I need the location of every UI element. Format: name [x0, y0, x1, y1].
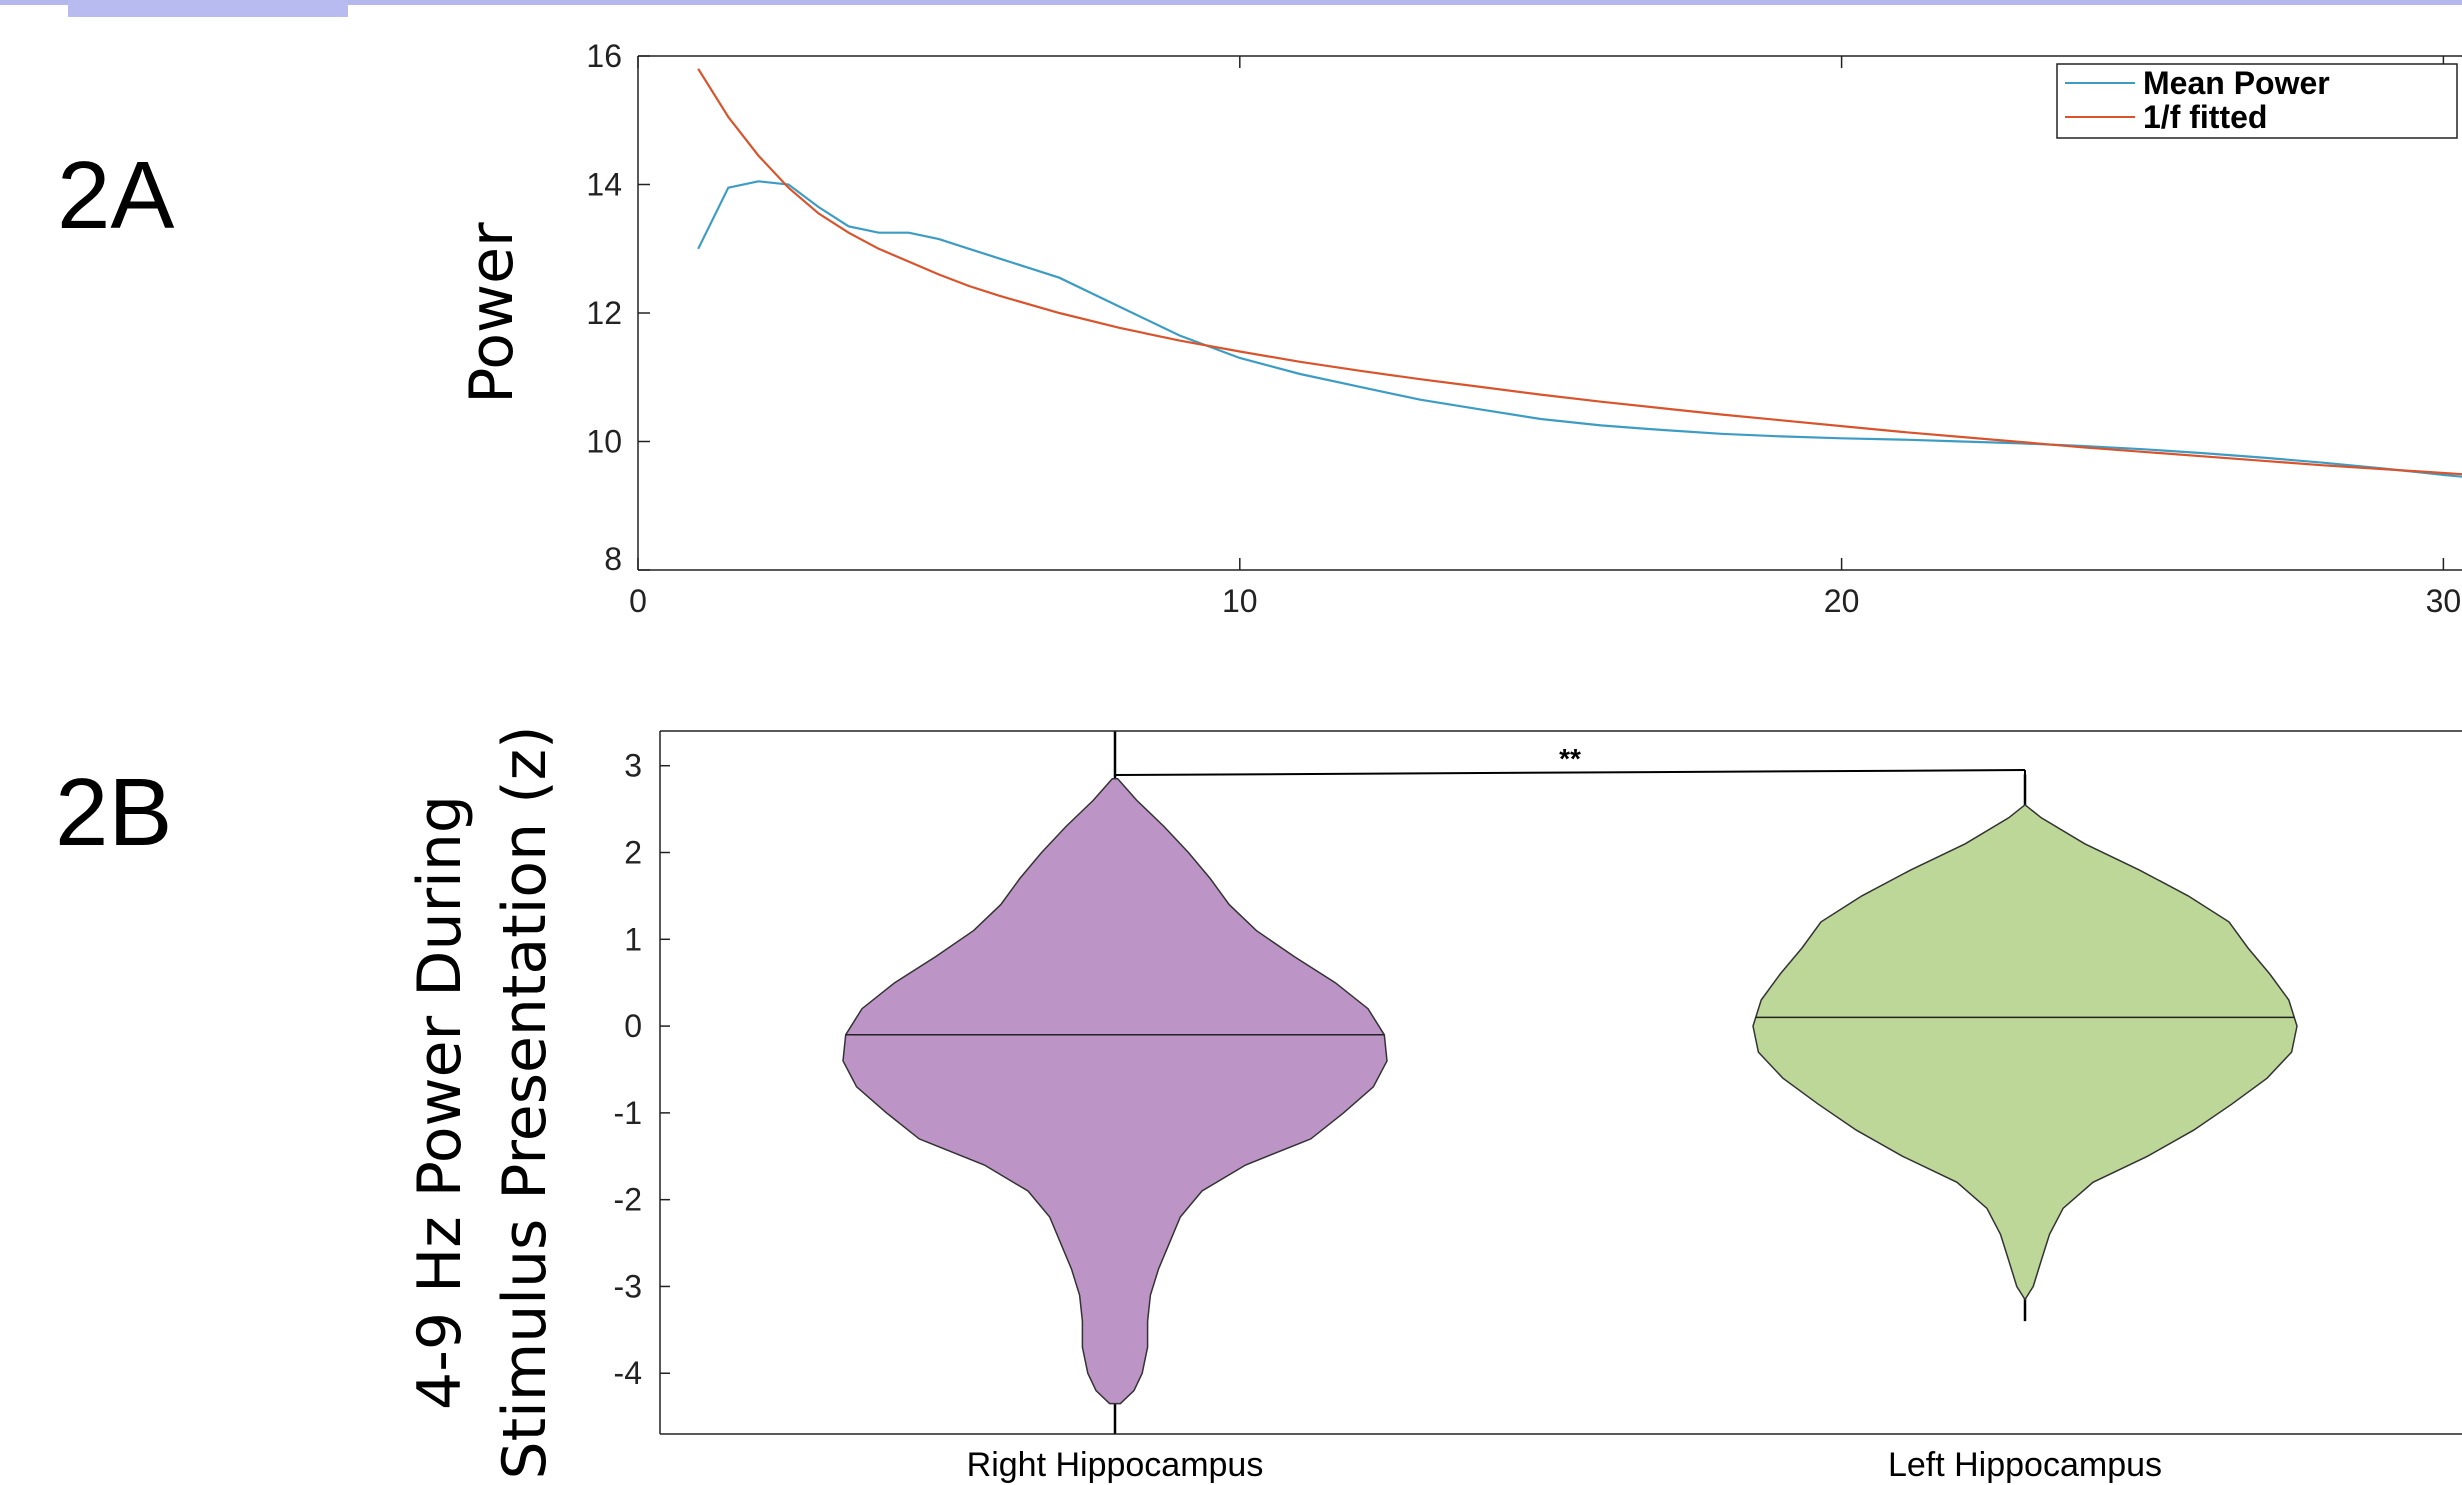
significance-label: ** [1559, 743, 1581, 774]
y-tick-label: 0 [624, 1008, 642, 1044]
top-decor-strip [0, 0, 2462, 5]
x-tick-label: 20 [1824, 583, 1860, 619]
x-tick-label: 30 [2426, 583, 2462, 619]
violin-axes: 3 2 1 0 -1 -2 -3 -4 Right Hippocampus Left Hippoc… [614, 730, 2462, 1484]
x-tick-label: 0 [629, 583, 647, 619]
violin-chart: ** 3 2 1 0 -1 -2 -3 -4 Right Hippocampus Left Hip… [405, 726, 2462, 1484]
violin-axis-label-line-2: Stimulus Presentation (z) [490, 726, 560, 1480]
top-decor-tab [68, 0, 348, 17]
y-tick-label: 16 [586, 38, 622, 74]
violin-marks: ** [842, 731, 2298, 1434]
legend-label: 1/f fitted [2143, 99, 2267, 135]
violin-left-hippocampus [1752, 803, 2298, 1301]
legend-box [2056, 63, 2458, 139]
category-label: Right Hippocampus [967, 1446, 1264, 1484]
x-tick-label: 10 [1222, 583, 1258, 619]
series-line-mean-power [697, 180, 2462, 478]
y-tick-label: 3 [624, 748, 642, 784]
panel-label-2b: 2B [55, 759, 173, 866]
y-tick-label: -2 [614, 1182, 642, 1218]
series-line-fitted [697, 68, 2462, 476]
violin-right-hippocampus [842, 777, 1388, 1405]
violin-axis-label-line-1: 4-9 Hz Power During [405, 795, 475, 1410]
legend-label: Mean Power [2143, 65, 2330, 101]
y-tick-label: 2 [624, 835, 642, 871]
y-tick-label: -3 [614, 1268, 642, 1304]
y-tick-label: 12 [586, 295, 622, 331]
y-tick-label: 1 [624, 921, 642, 957]
power-spectrum-axes: 0 10 20 30 8 10 12 14 16 [586, 38, 2462, 619]
y-tick-label: 8 [604, 541, 622, 577]
y-tick-label: 10 [586, 424, 622, 460]
category-label: Left Hippocampus [1888, 1446, 2162, 1484]
panel-label-2a: 2A [57, 142, 175, 249]
y-tick-label: -4 [614, 1355, 642, 1391]
power-spectrum-marks [697, 68, 2462, 478]
power-axis-label: Power [457, 222, 527, 404]
significance-bracket [1114, 769, 2026, 777]
y-tick-label: 14 [586, 167, 622, 203]
y-tick-label: -1 [614, 1095, 642, 1131]
